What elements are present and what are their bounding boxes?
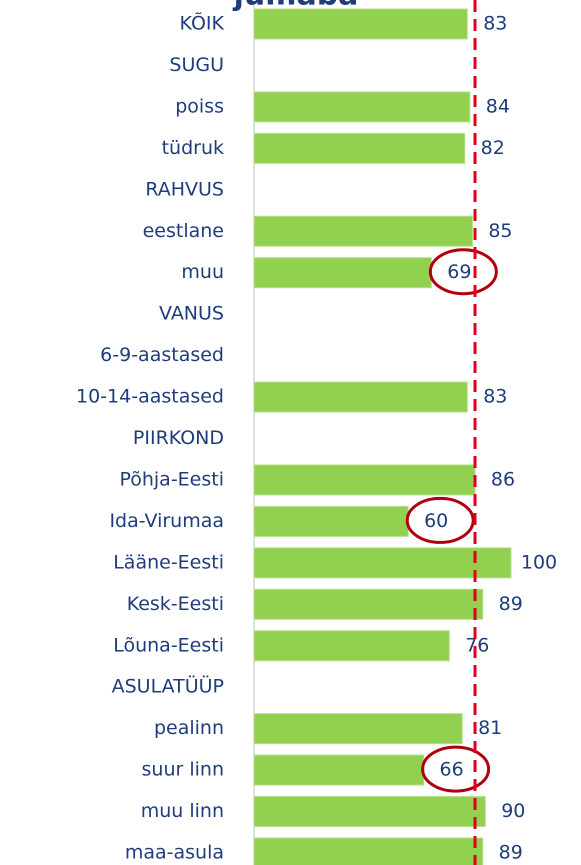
value-label: 89	[499, 593, 523, 615]
category-label: 10-14-aastased	[76, 386, 224, 408]
category-label: ASULATÜÜP	[112, 675, 224, 698]
bar	[253, 257, 432, 289]
value-label: 90	[501, 800, 525, 822]
highlight-circle	[428, 248, 498, 296]
value-label: 60	[424, 510, 448, 532]
bar	[253, 505, 409, 537]
bar	[253, 837, 484, 865]
bar	[253, 588, 484, 620]
category-label: RAHVUS	[145, 178, 224, 200]
bar	[253, 547, 512, 579]
highlight-circle	[421, 745, 491, 793]
bar	[253, 796, 486, 828]
category-label: Ida-Virumaa	[109, 510, 224, 532]
category-label: Kesk-Eesti	[127, 593, 224, 615]
bar	[253, 754, 425, 786]
bar	[253, 91, 471, 123]
bar	[253, 132, 466, 164]
category-label: PIIRKOND	[133, 427, 224, 449]
value-label: 83	[483, 386, 507, 408]
bar	[253, 630, 450, 662]
category-label: 6-9-aastased	[100, 344, 224, 366]
category-label: eestlane	[143, 220, 224, 242]
value-label: 82	[481, 137, 505, 159]
bar	[253, 8, 468, 40]
value-label: 84	[486, 95, 510, 117]
category-label: Lõuna-Eesti	[113, 634, 224, 656]
category-label: Põhja-Eesti	[119, 468, 224, 490]
bar	[253, 215, 473, 247]
category-label: maa-asula	[125, 842, 224, 864]
category-label: tüdruk	[162, 137, 224, 159]
category-label: Lääne-Eesti	[113, 551, 224, 573]
category-label: VANUS	[159, 303, 224, 325]
category-label: SUGU	[169, 54, 224, 76]
category-label: muu linn	[141, 800, 224, 822]
value-label: 86	[491, 468, 515, 490]
highlight-circle	[405, 496, 475, 544]
category-label: muu	[181, 261, 224, 283]
category-label: KÕIK	[180, 12, 225, 35]
value-label: 76	[465, 634, 489, 656]
value-label: 100	[521, 551, 557, 573]
value-label: 85	[488, 220, 512, 242]
value-label: 66	[440, 759, 464, 781]
category-label: pealinn	[154, 717, 224, 739]
bar	[253, 381, 468, 413]
bar	[253, 713, 463, 745]
value-label: 83	[483, 13, 507, 35]
value-label: 89	[499, 842, 523, 864]
bar	[253, 464, 476, 496]
value-label: 81	[478, 717, 502, 739]
category-label: suur linn	[142, 759, 224, 781]
value-label: 69	[447, 261, 471, 283]
category-label: poiss	[175, 95, 224, 117]
